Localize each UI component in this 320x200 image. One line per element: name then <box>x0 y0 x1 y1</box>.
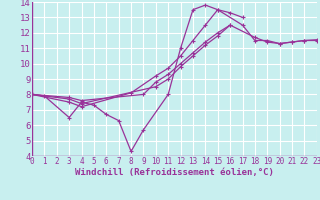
X-axis label: Windchill (Refroidissement éolien,°C): Windchill (Refroidissement éolien,°C) <box>75 168 274 177</box>
